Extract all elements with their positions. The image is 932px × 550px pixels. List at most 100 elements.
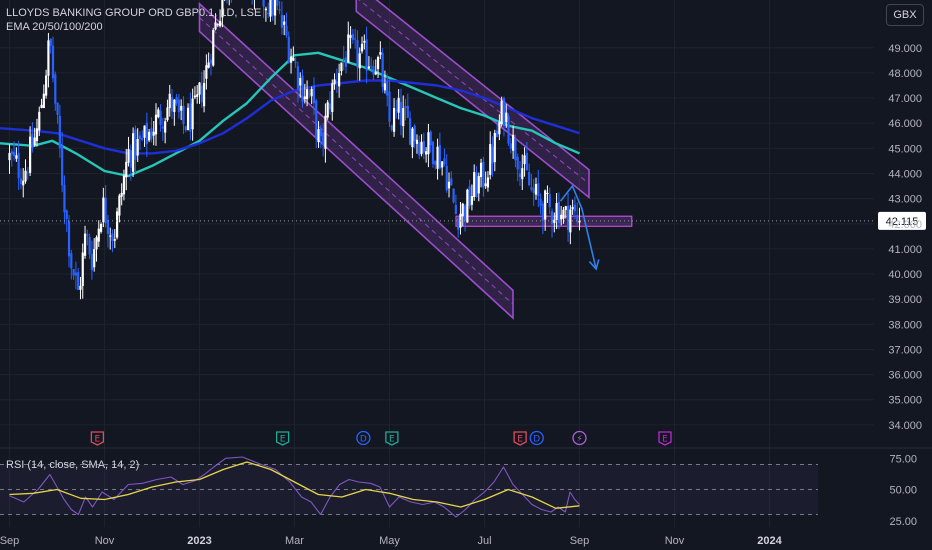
candle-body[interactable] bbox=[54, 74, 57, 104]
candle-body[interactable] bbox=[24, 170, 27, 182]
candle-body[interactable] bbox=[479, 162, 483, 178]
candle-body[interactable] bbox=[502, 98, 506, 127]
candle-body[interactable] bbox=[514, 138, 517, 161]
event-marker-circle[interactable] bbox=[529, 430, 544, 446]
candle-body[interactable] bbox=[447, 181, 451, 189]
candle-body[interactable] bbox=[45, 75, 48, 96]
candle-body[interactable] bbox=[475, 172, 478, 197]
candle-body[interactable] bbox=[219, 21, 222, 27]
candle-body[interactable] bbox=[326, 102, 329, 118]
candle-body[interactable] bbox=[221, 0, 224, 18]
candle-body[interactable] bbox=[441, 161, 444, 168]
candle-body[interactable] bbox=[367, 66, 370, 69]
candle-body[interactable] bbox=[95, 237, 98, 250]
candle-body[interactable] bbox=[33, 137, 36, 146]
candle-body[interactable] bbox=[452, 188, 455, 203]
candle-body[interactable] bbox=[122, 175, 126, 195]
candle-body[interactable] bbox=[93, 249, 96, 268]
candle-body[interactable] bbox=[90, 254, 94, 271]
candle-body[interactable] bbox=[539, 198, 542, 206]
candle-body[interactable] bbox=[271, 0, 274, 16]
candle-body[interactable] bbox=[347, 34, 350, 63]
candle-body[interactable] bbox=[285, 25, 288, 36]
candle-body[interactable] bbox=[65, 210, 68, 220]
candle-body[interactable] bbox=[102, 197, 105, 223]
candle-body[interactable] bbox=[495, 130, 499, 137]
candle-body[interactable] bbox=[312, 85, 316, 104]
candle-body[interactable] bbox=[26, 172, 29, 174]
candle-body[interactable] bbox=[200, 85, 203, 103]
candle-body[interactable] bbox=[70, 253, 73, 269]
candle-body[interactable] bbox=[317, 129, 320, 143]
candle-body[interactable] bbox=[363, 40, 366, 43]
candle-body[interactable] bbox=[138, 135, 142, 140]
candle-body[interactable] bbox=[159, 110, 162, 125]
candle-body[interactable] bbox=[333, 79, 336, 85]
candle-body[interactable] bbox=[61, 145, 64, 186]
candle-body[interactable] bbox=[289, 56, 293, 63]
candle-body[interactable] bbox=[310, 88, 313, 97]
candle-body[interactable] bbox=[168, 93, 171, 109]
event-marker-circle[interactable] bbox=[356, 430, 371, 446]
candle-body[interactable] bbox=[427, 132, 430, 155]
candle-body[interactable] bbox=[283, 21, 286, 25]
candle-body[interactable] bbox=[170, 97, 174, 112]
candle-body[interactable] bbox=[63, 184, 66, 213]
candle-body[interactable] bbox=[406, 105, 409, 118]
candle-body[interactable] bbox=[324, 115, 327, 149]
candle-body[interactable] bbox=[280, 14, 284, 28]
candle-body[interactable] bbox=[507, 115, 510, 144]
candle-body[interactable] bbox=[390, 125, 393, 130]
candle-body[interactable] bbox=[381, 53, 384, 87]
candle-body[interactable] bbox=[356, 40, 359, 68]
candle-body[interactable] bbox=[267, 13, 270, 15]
candle-body[interactable] bbox=[97, 228, 100, 242]
event-marker-badge[interactable] bbox=[385, 431, 399, 446]
candle-body[interactable] bbox=[512, 134, 515, 151]
candle-body[interactable] bbox=[182, 105, 185, 125]
candle-body[interactable] bbox=[576, 214, 579, 220]
candle-body[interactable] bbox=[115, 211, 119, 238]
candle-body[interactable] bbox=[38, 111, 41, 131]
candle-body[interactable] bbox=[420, 141, 423, 154]
candle-body[interactable] bbox=[386, 81, 389, 96]
candle-body[interactable] bbox=[528, 172, 531, 186]
candle-body[interactable] bbox=[143, 125, 146, 138]
event-marker-circle[interactable] bbox=[572, 430, 587, 446]
candle-body[interactable] bbox=[86, 234, 89, 236]
candle-body[interactable] bbox=[557, 201, 560, 223]
candle-body[interactable] bbox=[544, 190, 547, 220]
candle-body[interactable] bbox=[354, 38, 357, 40]
candle-body[interactable] bbox=[8, 152, 11, 161]
candle-body[interactable] bbox=[402, 108, 405, 127]
candle-body[interactable] bbox=[148, 131, 151, 141]
candle-body[interactable] bbox=[553, 219, 556, 224]
candle-body[interactable] bbox=[127, 149, 130, 163]
candle-body[interactable] bbox=[374, 72, 377, 75]
candle-body[interactable] bbox=[573, 204, 577, 212]
candle-body[interactable] bbox=[196, 94, 199, 97]
candle-body[interactable] bbox=[74, 272, 77, 276]
candle-body[interactable] bbox=[351, 33, 354, 40]
candle-body[interactable] bbox=[493, 132, 496, 163]
candle-body[interactable] bbox=[106, 219, 110, 234]
candle-body[interactable] bbox=[566, 205, 570, 231]
candle-body[interactable] bbox=[175, 97, 178, 104]
candle-body[interactable] bbox=[278, 9, 281, 11]
candle-body[interactable] bbox=[22, 180, 25, 186]
candle-body[interactable] bbox=[376, 57, 380, 70]
candle-body[interactable] bbox=[308, 93, 311, 95]
candle-body[interactable] bbox=[81, 252, 84, 286]
candle-body[interactable] bbox=[555, 203, 558, 220]
candle-body[interactable] bbox=[134, 129, 137, 160]
candle-body[interactable] bbox=[372, 66, 375, 75]
candle-body[interactable] bbox=[438, 145, 441, 169]
candle-body[interactable] bbox=[193, 95, 197, 98]
candle-body[interactable] bbox=[425, 151, 428, 155]
candle-body[interactable] bbox=[365, 39, 368, 71]
candle-body[interactable] bbox=[303, 96, 306, 100]
candle-body[interactable] bbox=[287, 36, 290, 63]
candle-body[interactable] bbox=[301, 75, 304, 102]
candle-body[interactable] bbox=[209, 59, 213, 64]
